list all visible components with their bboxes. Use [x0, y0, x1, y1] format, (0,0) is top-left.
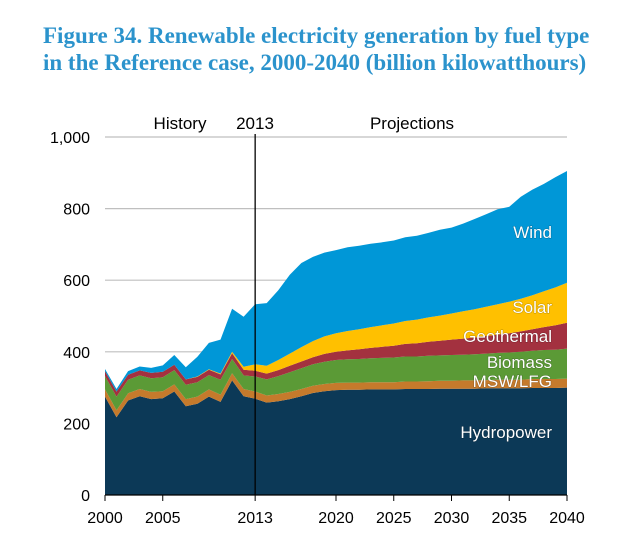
x-tick-label: 2025	[376, 510, 412, 527]
x-tick-label: 2020	[318, 510, 354, 527]
x-tick-label: 2013	[237, 510, 273, 527]
area-msw-lfg	[105, 373, 567, 418]
x-tick-label: 2040	[549, 510, 585, 527]
y-tick-label: 600	[63, 273, 90, 290]
y-tick-label: 200	[63, 416, 90, 433]
series-label-msw-lfg: MSW/LFG	[473, 372, 552, 391]
area-biomass	[105, 348, 567, 411]
series-label-solar: Solar	[512, 298, 552, 317]
x-tick-label: 2030	[434, 510, 470, 527]
area-solar	[105, 282, 567, 392]
y-tick-label: 400	[63, 345, 90, 362]
divider-year-label: 2013	[236, 114, 274, 133]
y-tick-label: 0	[81, 488, 90, 505]
series-label-hydropower: Hydropower	[460, 423, 552, 442]
y-tick-label: 1,000	[50, 130, 90, 147]
area-hydropower	[105, 380, 567, 495]
area-geothermal	[105, 322, 567, 397]
series-label-geothermal: Geothermal	[463, 327, 552, 346]
chart-title: Figure 34. Renewable electricity generat…	[43, 23, 590, 75]
projections-label: Projections	[370, 114, 454, 133]
axes: 0 200 400 600 800 1,000 2000 2005 2013 2020 2025 20…	[50, 130, 585, 527]
series-areas	[105, 171, 567, 495]
x-tick-label: 2035	[491, 510, 527, 527]
history-label: History	[154, 114, 207, 133]
x-tick-label: 2005	[145, 510, 181, 527]
x-tick-label: 2000	[87, 510, 123, 527]
series-label-biomass: Biomass	[487, 353, 552, 372]
series-label-wind: Wind	[513, 223, 552, 242]
area-wind	[105, 171, 567, 392]
y-tick-label: 800	[63, 202, 90, 219]
